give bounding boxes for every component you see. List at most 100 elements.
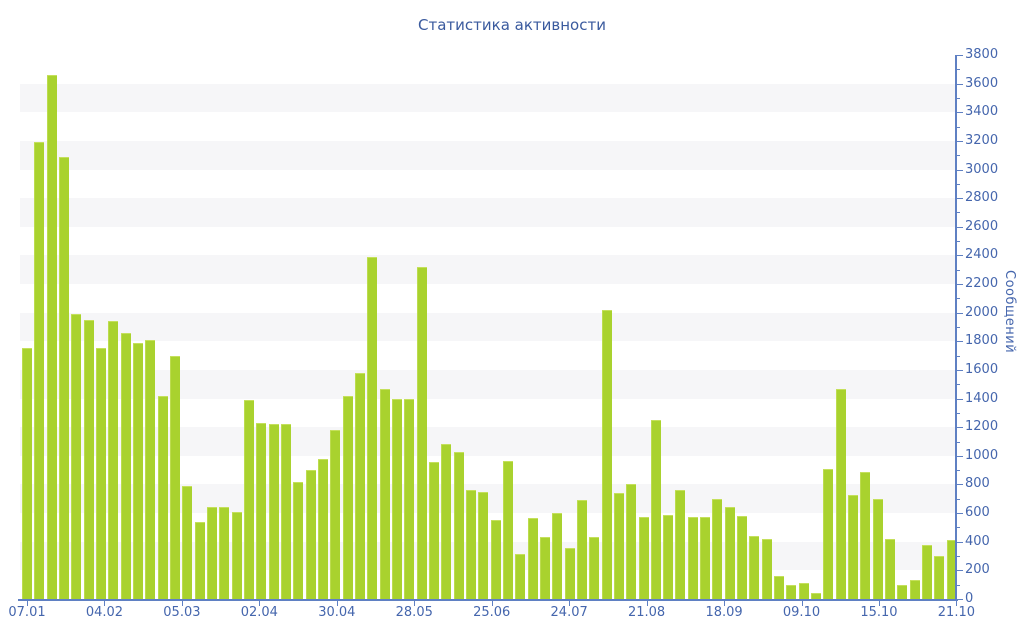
x-axis-tick — [414, 601, 416, 606]
grid-band — [20, 312, 956, 342]
bar[interactable] — [724, 507, 735, 599]
grid-band — [20, 112, 956, 141]
bar[interactable] — [108, 321, 119, 599]
x-axis-tick — [336, 601, 338, 606]
bar[interactable] — [576, 500, 587, 599]
bar[interactable] — [416, 266, 427, 599]
bar[interactable] — [404, 398, 415, 599]
bar[interactable] — [206, 507, 217, 599]
bar[interactable] — [798, 582, 809, 599]
bar[interactable] — [663, 514, 674, 599]
bar[interactable] — [379, 388, 390, 599]
bar[interactable] — [601, 309, 612, 599]
bar[interactable] — [83, 319, 94, 599]
y-axis-major-tick — [957, 255, 963, 257]
y-axis-major-tick — [957, 83, 963, 85]
bar[interactable] — [120, 332, 131, 599]
bar[interactable] — [157, 395, 168, 599]
y-axis-tick-label: 1400 — [965, 390, 999, 406]
bar[interactable] — [737, 515, 748, 599]
bar[interactable] — [293, 481, 304, 599]
x-axis-tick-label: 18.09 — [705, 605, 743, 620]
bar[interactable] — [71, 314, 82, 599]
x-axis-tick-label: 25.06 — [473, 605, 511, 620]
bar[interactable] — [626, 484, 637, 599]
bar[interactable] — [391, 398, 402, 599]
bar[interactable] — [761, 538, 772, 599]
bar[interactable] — [897, 584, 908, 599]
bar[interactable] — [182, 485, 193, 599]
bar[interactable] — [34, 142, 45, 599]
y-axis-tick-label: 400 — [965, 533, 990, 549]
bar[interactable] — [465, 490, 476, 599]
bar[interactable] — [848, 494, 859, 599]
bar[interactable] — [515, 553, 526, 599]
bar[interactable] — [811, 593, 822, 599]
bar[interactable] — [219, 507, 230, 599]
y-axis-minor-tick — [957, 241, 960, 243]
bar[interactable] — [860, 471, 871, 599]
bar[interactable] — [909, 580, 920, 599]
bar[interactable] — [638, 517, 649, 599]
bar[interactable] — [749, 536, 760, 599]
bar[interactable] — [22, 348, 32, 599]
bar[interactable] — [835, 388, 846, 599]
bar[interactable] — [823, 468, 834, 599]
y-axis-major-tick — [957, 284, 963, 286]
bar[interactable] — [354, 372, 365, 599]
bar[interactable] — [58, 156, 69, 599]
bar[interactable] — [441, 443, 452, 599]
bar[interactable] — [885, 538, 896, 599]
bar[interactable] — [342, 395, 353, 599]
bar[interactable] — [589, 537, 600, 599]
bar[interactable] — [712, 498, 723, 599]
y-axis-major-tick — [957, 599, 963, 600]
bar[interactable] — [786, 584, 797, 599]
bar[interactable] — [946, 540, 957, 599]
bar[interactable] — [268, 424, 279, 599]
bar[interactable] — [934, 556, 945, 599]
x-axis-tick — [181, 601, 183, 606]
y-axis-tick-label: 2600 — [965, 218, 999, 234]
x-axis-tick-label: 24.07 — [550, 605, 588, 620]
bar[interactable] — [256, 422, 267, 599]
bar[interactable] — [478, 492, 489, 599]
bar[interactable] — [539, 536, 550, 599]
x-axis-line — [18, 599, 958, 601]
bar[interactable] — [305, 470, 316, 599]
bar[interactable] — [367, 256, 378, 599]
bar[interactable] — [145, 339, 156, 599]
bar[interactable] — [243, 400, 254, 599]
bar[interactable] — [687, 516, 698, 599]
bar[interactable] — [169, 355, 180, 599]
bar[interactable] — [502, 460, 513, 599]
bar[interactable] — [46, 75, 57, 599]
bar[interactable] — [872, 498, 883, 599]
bar[interactable] — [132, 342, 143, 599]
y-axis-title: Сообщений — [1002, 270, 1017, 354]
bar[interactable] — [922, 544, 933, 599]
y-axis-line — [955, 55, 957, 600]
bar[interactable] — [330, 430, 341, 599]
bar[interactable] — [453, 451, 464, 599]
bar[interactable] — [428, 462, 439, 599]
bar[interactable] — [774, 576, 785, 599]
bar[interactable] — [650, 420, 661, 599]
bar[interactable] — [280, 424, 291, 599]
y-axis-minor-tick — [957, 298, 960, 300]
bar[interactable] — [317, 458, 328, 599]
y-axis-major-tick — [957, 455, 963, 457]
bar[interactable] — [675, 490, 686, 599]
bar[interactable] — [552, 513, 563, 599]
y-axis-minor-tick — [957, 155, 960, 157]
bar[interactable] — [527, 518, 538, 599]
bar[interactable] — [194, 522, 205, 599]
bar[interactable] — [613, 493, 624, 599]
bar[interactable] — [564, 548, 575, 599]
x-axis-tick — [878, 601, 880, 606]
bar[interactable] — [490, 519, 501, 599]
bar[interactable] — [231, 511, 242, 599]
bar[interactable] — [95, 348, 106, 599]
bar[interactable] — [700, 517, 711, 599]
y-axis-major-tick — [957, 112, 963, 114]
